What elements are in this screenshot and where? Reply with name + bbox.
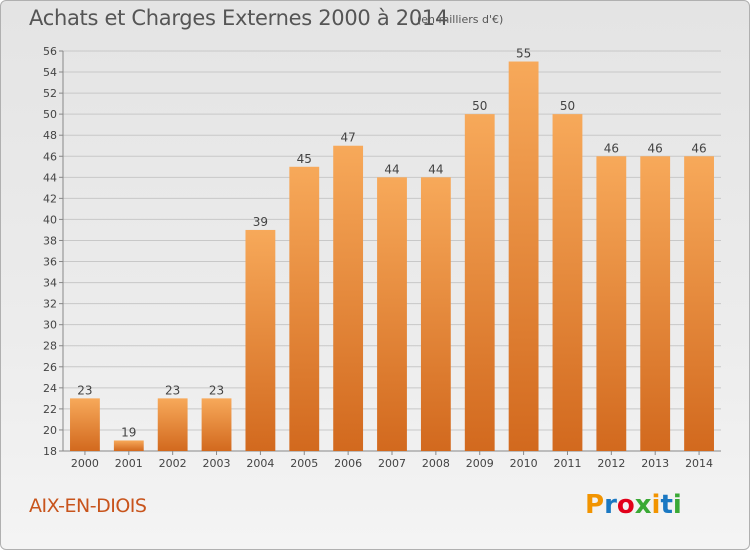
y-tick-label: 38 [43,234,57,247]
bar-2011 [552,114,583,451]
x-tick-label: 2004 [246,457,274,470]
logo-letter: r [604,490,617,520]
x-tick-label: 2001 [115,457,143,470]
value-label: 39 [253,215,268,229]
x-tick-label: 2006 [334,457,362,470]
logo-letter: i [651,490,661,520]
bar-2014 [684,156,714,451]
bar-2013 [640,156,671,451]
proxiti-logo: Proxiti [585,490,682,520]
bar-2003 [201,398,232,451]
value-label: 44 [384,162,399,176]
bar-2004 [245,229,276,451]
logo-letter: P [585,490,605,520]
logo-letter: t [660,490,673,520]
chart-title: Achats et Charges Externes 2000 à 2014 [29,6,449,30]
value-label: 23 [77,383,92,397]
y-tick-label: 44 [43,171,57,184]
bar-2006 [333,145,364,451]
city-name: AIX-EN-DIOIS [29,495,147,517]
value-label: 50 [472,99,487,113]
x-tick-label: 2007 [378,457,406,470]
x-tick-label: 2000 [71,457,99,470]
value-label: 46 [691,141,706,155]
y-tick-label: 28 [43,340,57,353]
y-tick-label: 46 [43,150,57,163]
x-tick-label: 2008 [422,457,450,470]
x-tick-label: 2013 [641,457,669,470]
value-label: 19 [121,425,136,439]
y-tick-label: 50 [43,108,57,121]
value-label: 44 [428,162,443,176]
bar-2010 [508,61,539,452]
x-tick-label: 2014 [685,457,713,470]
value-label: 55 [516,47,531,61]
bar-2007 [377,177,407,451]
x-tick-label: 2012 [597,457,625,470]
bars [70,61,714,452]
y-tick-label: 42 [43,192,57,205]
logo-letter: i [672,490,682,520]
y-tick-label: 48 [43,129,57,142]
value-label: 45 [297,152,312,166]
y-tick-label: 52 [43,87,57,100]
value-label: 46 [648,141,663,155]
y-tick-label: 34 [43,277,57,290]
y-tick-label: 36 [43,256,57,269]
y-tick-label: 18 [43,445,57,458]
y-tick-label: 26 [43,361,57,374]
bar-2000 [70,398,100,451]
x-tick-label: 2002 [159,457,187,470]
x-tick-label: 2003 [203,457,231,470]
y-tick-label: 54 [43,66,57,79]
bar-2008 [420,177,451,451]
bar-2012 [596,156,627,451]
bar-2001 [113,440,144,451]
bar-2005 [289,166,320,451]
bar-2002 [157,398,188,451]
y-tick-label: 20 [43,424,57,437]
x-tick-label: 2010 [510,457,538,470]
y-tick-label: 22 [43,403,57,416]
y-tick-label: 32 [43,298,57,311]
value-label: 47 [340,131,355,145]
bar-2009 [464,114,495,451]
y-tick-label: 24 [43,382,57,395]
y-tick-label: 30 [43,319,57,332]
y-tick-label: 40 [43,213,57,226]
value-label: 50 [560,99,575,113]
value-label: 46 [604,141,619,155]
y-tick-label: 56 [43,45,57,58]
logo-letter: o [616,490,635,520]
x-tick-label: 2011 [553,457,581,470]
logo-letter: x [634,490,652,520]
x-tick-label: 2009 [466,457,494,470]
value-label: 23 [165,383,180,397]
value-label: 23 [209,383,224,397]
tick-labels: 18 20 22 24 26 28 30 32 34 36 38 40 42 44 46 48 50 52 54 56… [43,45,713,470]
x-tick-label: 2005 [290,457,318,470]
value-labels: 23 19 23 23 39 45 47 44 44 50 55 50 46 46 46 [77,47,706,440]
chart-unit-note: (en milliers d'€) [417,13,504,26]
